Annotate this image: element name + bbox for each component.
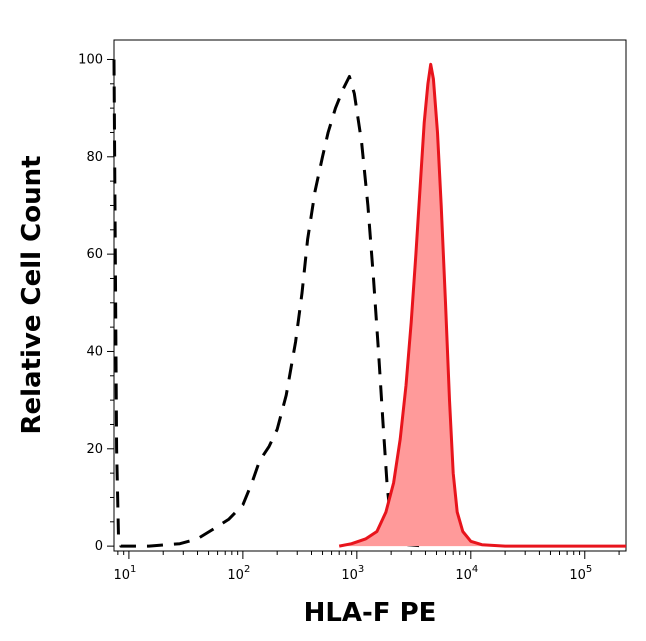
series-layer bbox=[112, 59, 626, 548]
x-tick-label: 105 bbox=[569, 564, 592, 583]
y-tick-label: 100 bbox=[78, 52, 103, 67]
x-tick-label: 101 bbox=[113, 564, 136, 583]
axes: 0 20 40 60 80 100 101 102 103 104 105 bbox=[78, 52, 620, 583]
y-axis-title: Relative Cell Count bbox=[17, 155, 47, 434]
x-axis-title: HLA-F PE bbox=[304, 598, 437, 628]
plot-frame bbox=[113, 39, 627, 552]
series-1-line bbox=[338, 62, 626, 548]
y-tick-label: 60 bbox=[86, 247, 103, 262]
plot-area bbox=[113, 39, 627, 552]
x-tick-label: 103 bbox=[341, 564, 364, 583]
series-1-area bbox=[339, 64, 626, 547]
series-0-line bbox=[112, 59, 426, 548]
y-tick-label: 80 bbox=[86, 150, 103, 165]
y-tick-label: 20 bbox=[86, 442, 103, 457]
y-tick-label: 0 bbox=[95, 539, 103, 554]
x-tick-label: 104 bbox=[455, 564, 478, 583]
y-tick-label: 40 bbox=[86, 344, 103, 359]
x-tick-label: 102 bbox=[227, 564, 250, 583]
